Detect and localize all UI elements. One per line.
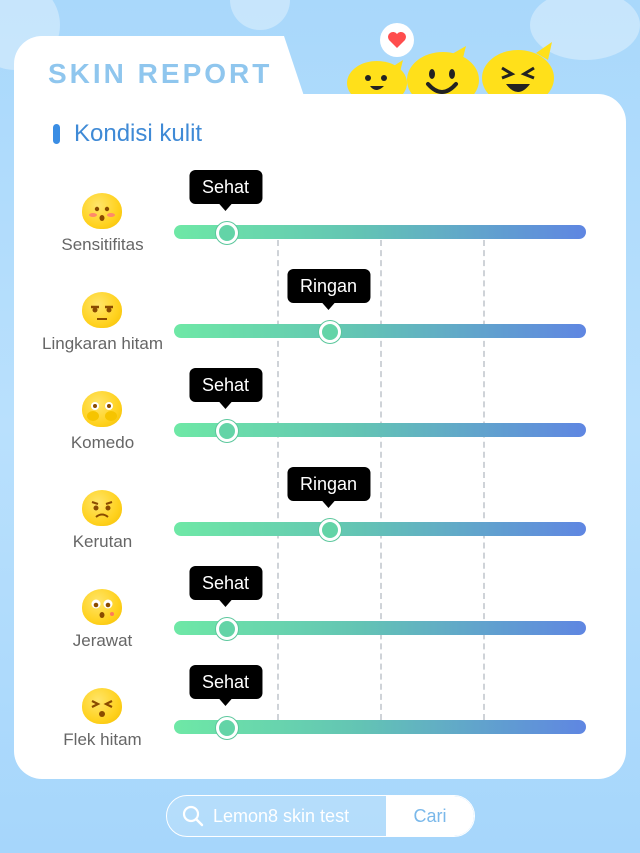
condition-slider-knob (215, 618, 238, 640)
lemon-mascot-center (407, 46, 479, 100)
scale-guide-line (277, 240, 279, 720)
condition-level-tooltip: Sehat (188, 368, 263, 409)
condition-row: Flek hitam Sehat (0, 665, 640, 787)
squinting-emoji-icon (82, 688, 122, 724)
condition-label: Sensitifitas (61, 235, 144, 254)
condition-level-tooltip: Sehat (188, 665, 263, 706)
lemon-mascot-right (482, 42, 554, 100)
page-title: SKIN REPORT (48, 58, 273, 89)
section-accent-bar (53, 124, 60, 144)
search-bar[interactable]: Lemon8 skin test Cari (166, 795, 475, 837)
heart-bubble-icon (380, 23, 414, 57)
search-icon (182, 805, 204, 827)
condition-slider-track (174, 522, 586, 536)
lemon-mascot-left (347, 60, 407, 100)
condition-slider-knob (215, 222, 238, 244)
covering-face-emoji-icon (82, 391, 122, 427)
condition-row: Lingkaran hitam Ringan (0, 269, 640, 391)
condition-label: Lingkaran hitam (42, 334, 163, 353)
condition-row: Jerawat Sehat (0, 566, 640, 688)
condition-slider-knob (318, 519, 341, 541)
surprised-emoji-icon (82, 589, 122, 625)
condition-row: Kerutan Ringan (0, 467, 640, 589)
condition-label: Flek hitam (63, 730, 142, 749)
tired-eyes-emoji-icon (82, 292, 122, 328)
worried-emoji-icon (82, 490, 122, 526)
condition-row: Komedo Sehat (0, 368, 640, 490)
background-bubble (230, 0, 290, 30)
condition-slider-track (174, 324, 586, 338)
condition-slider-track (174, 423, 586, 437)
section-header: Kondisi kulit (53, 120, 202, 148)
condition-label: Kerutan (72, 532, 133, 551)
search-button[interactable]: Cari (386, 796, 474, 836)
condition-slider-knob (215, 717, 238, 739)
condition-slider-knob (318, 321, 341, 343)
condition-level-tooltip: Sehat (188, 170, 263, 211)
lemon-mascots-illustration (347, 23, 554, 100)
search-text: Lemon8 skin test (213, 805, 350, 826)
section-title: Kondisi kulit (74, 120, 203, 147)
condition-slider-track (174, 225, 586, 239)
condition-label: Jerawat (72, 631, 133, 650)
condition-label: Komedo (70, 433, 135, 452)
condition-level-tooltip: Sehat (188, 566, 263, 607)
condition-slider-knob (215, 420, 238, 442)
condition-level-tooltip: Ringan (286, 269, 371, 310)
scale-guide-line (380, 240, 382, 720)
search-field[interactable]: Lemon8 skin test (167, 796, 386, 836)
blushing-emoji-icon (82, 193, 122, 229)
condition-row: Sensitifitas Sehat (0, 170, 640, 292)
scale-guide-line (483, 240, 485, 720)
condition-slider-track (174, 720, 586, 734)
condition-level-tooltip: Ringan (286, 467, 371, 508)
condition-slider-track (174, 621, 586, 635)
